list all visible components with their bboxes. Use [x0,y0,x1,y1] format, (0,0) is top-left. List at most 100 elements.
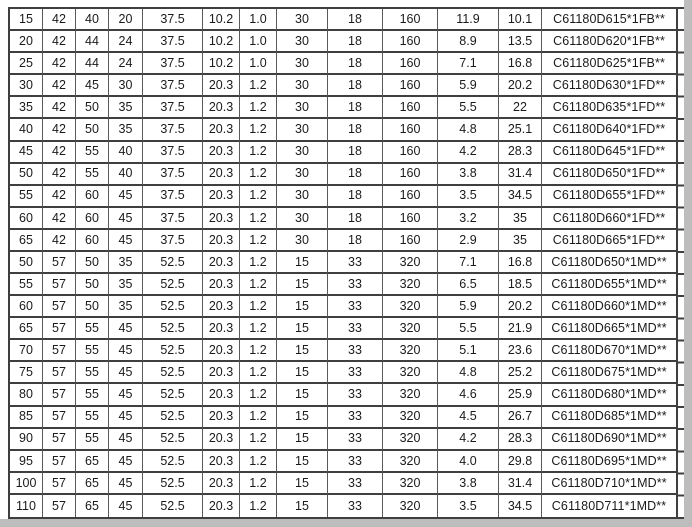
table-cell: 55 [10,185,43,208]
table-cell: 1.2 [240,362,277,385]
table-cell: 33 [328,450,383,473]
table-cell: 42 [43,163,76,186]
table-cell: 52.5 [143,296,203,319]
table-cell: 20.3 [203,450,240,473]
part-number-cell: C61180D675*1MD** [542,362,676,385]
table-cell: 34.5 [499,185,542,208]
table-cell: 45 [109,229,143,252]
table-cell: 160 [383,9,438,32]
table-cell: 55 [10,274,43,297]
table-cell: 45 [109,406,143,429]
table-cell: 18 [328,207,383,230]
table-cell: 4.2 [438,428,499,451]
table-cell: 1.2 [240,141,277,164]
table-cell: 160 [383,185,438,208]
table-cell: 28.3 [499,428,542,451]
table-cell: 33 [328,384,383,407]
table-cell: 42 [43,9,76,32]
part-number-cell: C61180D711*1MD** [551,498,667,513]
table-cell: 57 [43,251,76,275]
table-cell: 34.5 [499,494,542,517]
table-cell: 52.5 [143,362,203,385]
table-cell: 37.5 [143,97,203,120]
table-cell: 4.5 [438,406,499,429]
table-cell: 45 [109,318,143,341]
part-number-cell: C61180D650*1FD** [542,164,676,186]
table-cell: 45 [109,494,143,517]
table-cell: 320 [383,296,438,319]
parts-table: 15 42 40 20 37.5 10.2 1.0 30 18 160 11.9 10.1 C61180… [8,7,678,519]
table-cell: 20.3 [203,119,240,142]
table-cell: 20.3 [203,340,240,363]
table-cell: 30 [277,207,328,230]
table-cell: 15 [277,406,328,429]
table-cell: 45 [109,340,143,363]
table-cell: 320 [383,340,438,363]
table-cell: 16.8 [499,53,542,76]
table-cell: 35 [10,97,43,120]
table-cell: 28.3 [499,141,542,164]
part-number-cell: C61180D665*1FD** [542,230,676,252]
table-cell: 1.0 [240,31,277,54]
table-cell: 33 [328,406,383,429]
table-cell: 1.2 [240,450,277,473]
table-cell: 30 [277,75,328,98]
table-cell: 50 [10,163,43,186]
table-cell: 160 [383,207,438,230]
table-cell: 55 [76,340,109,363]
table-cell: 52.5 [143,472,203,495]
table-cell: 15 [277,362,328,385]
table-cell: 35 [109,119,143,142]
table-cell: 160 [383,141,438,164]
table-cell: 160 [383,97,438,120]
table-cell: 45 [109,428,143,451]
table-cell: 4.2 [438,141,499,164]
table-cell: 37.5 [143,229,203,252]
table-cell: 52.5 [143,318,203,341]
table-cell: 4.8 [438,119,499,142]
table-cell: 42 [43,97,76,120]
table-cell: 8.9 [438,31,499,54]
table-cell: 20.2 [499,75,542,98]
table-cell: 33 [328,472,383,495]
table-cell: 160 [383,31,438,54]
table-cell: 33 [328,296,383,319]
table-cell: 20.3 [203,274,240,297]
table-cell: 35 [109,97,143,120]
table-cell: 1.2 [240,207,277,230]
table-cell: 52.5 [143,406,203,429]
table-cell: 15 [10,9,43,32]
table-cell: 110 [10,494,43,517]
table-cell: 50 [76,119,109,142]
table-cell: 45 [109,185,143,208]
table-cell: 37.5 [143,119,203,142]
table-cell: 18 [328,185,383,208]
table-cell: 23.6 [499,340,542,363]
page-edge-shadow-right [684,0,692,527]
table-cell: 15 [277,274,328,297]
part-number-cell: C61180D680*1MD** [542,384,676,407]
table-cell: 44 [76,31,109,54]
table-cell: 11.9 [438,9,499,32]
table-cell: 18 [328,141,383,164]
table-cell: 55 [76,406,109,429]
table-cell: 1.2 [240,318,277,341]
table-cell: 160 [383,163,438,186]
table-cell: 20.3 [203,141,240,164]
table-cell: 57 [43,428,76,451]
table-cell: 30 [277,53,328,76]
table-cell: 18 [328,53,383,76]
table-cell: 50 [10,251,43,275]
table-cell: 37.5 [143,75,203,98]
table-cell: 50 [76,251,109,275]
table-cell: 52.5 [143,274,203,297]
table-cell: 33 [328,274,383,297]
table-cell: 1.2 [240,472,277,495]
table-cell: 60 [76,207,109,230]
table-cell: 37.5 [143,185,203,208]
part-number-cell: C61180D635*1FD** [542,97,676,120]
table-cell: 13.5 [499,31,542,54]
table-cell: 1.0 [240,9,277,32]
table-cell: 90 [10,428,43,451]
table-cell: 4.0 [438,450,499,473]
